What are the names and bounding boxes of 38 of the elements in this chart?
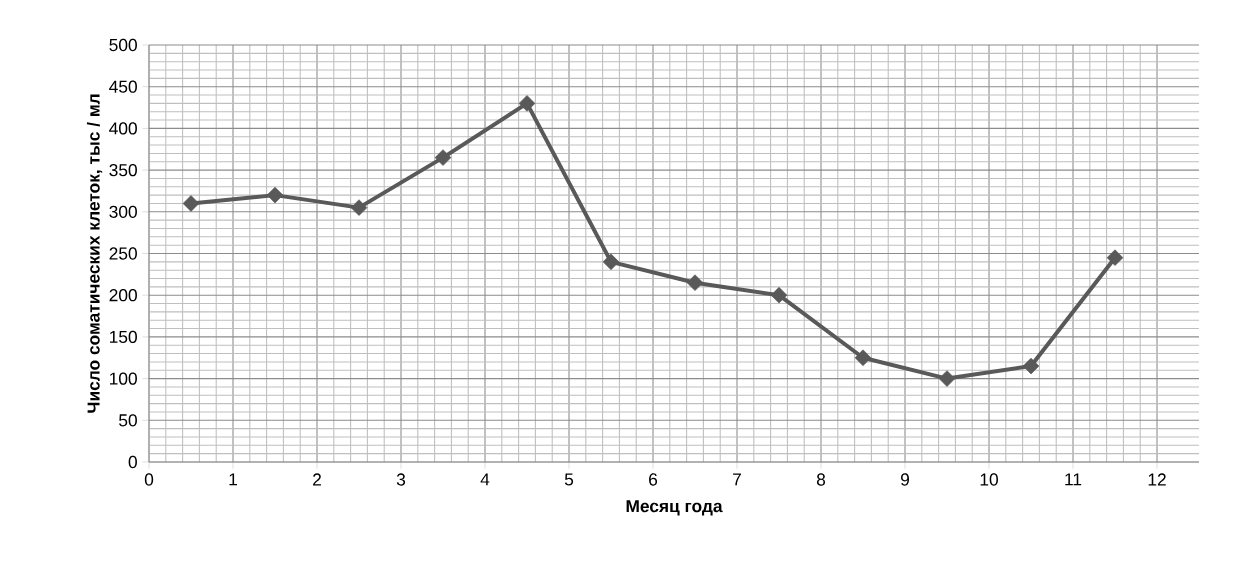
x-tick-label: 8 bbox=[816, 473, 826, 486]
y-tick-label: 0 bbox=[128, 455, 137, 469]
point bbox=[854, 349, 872, 367]
point bbox=[686, 274, 704, 291]
x-tick-label: 0 bbox=[144, 473, 154, 486]
x-axis-title: Месяц года bbox=[626, 500, 723, 516]
y-axis-title: Число соматических клеток, тыс / мл bbox=[86, 94, 103, 413]
point bbox=[518, 95, 536, 112]
point bbox=[182, 195, 200, 212]
y-tick-label: 300 bbox=[109, 205, 137, 218]
y-tick-label: 150 bbox=[110, 330, 137, 344]
x-tick-label: 5 bbox=[564, 473, 574, 486]
y-tick-label: 500 bbox=[109, 38, 137, 52]
point bbox=[1106, 249, 1124, 266]
point bbox=[770, 286, 788, 304]
x-tick-label: 12 bbox=[1148, 473, 1166, 486]
x-tick-label: 1 bbox=[229, 473, 237, 486]
x-tick-label: 3 bbox=[396, 473, 406, 486]
point bbox=[350, 199, 368, 216]
x-tick-label: 9 bbox=[901, 473, 910, 486]
y-tick-label: 250 bbox=[109, 247, 137, 260]
x-tick-label: 7 bbox=[733, 473, 741, 486]
x-tick-label: 6 bbox=[649, 473, 658, 486]
point bbox=[266, 186, 284, 204]
point bbox=[602, 253, 620, 271]
x-tick-label: 11 bbox=[1065, 473, 1082, 486]
x-tick-label: 2 bbox=[313, 473, 321, 486]
y-tick-label: 200 bbox=[109, 289, 137, 302]
y-tick-label: 400 bbox=[109, 122, 137, 135]
point bbox=[434, 149, 452, 166]
point bbox=[938, 370, 956, 387]
y-tick-label: 100 bbox=[110, 372, 137, 385]
x-tick-label: 10 bbox=[980, 473, 998, 486]
y-tick-label: 50 bbox=[119, 414, 137, 427]
point bbox=[1022, 357, 1040, 375]
y-tick-label: 350 bbox=[109, 163, 137, 177]
x-tick-label: 4 bbox=[480, 473, 490, 486]
y-tick-label: 450 bbox=[109, 80, 137, 93]
